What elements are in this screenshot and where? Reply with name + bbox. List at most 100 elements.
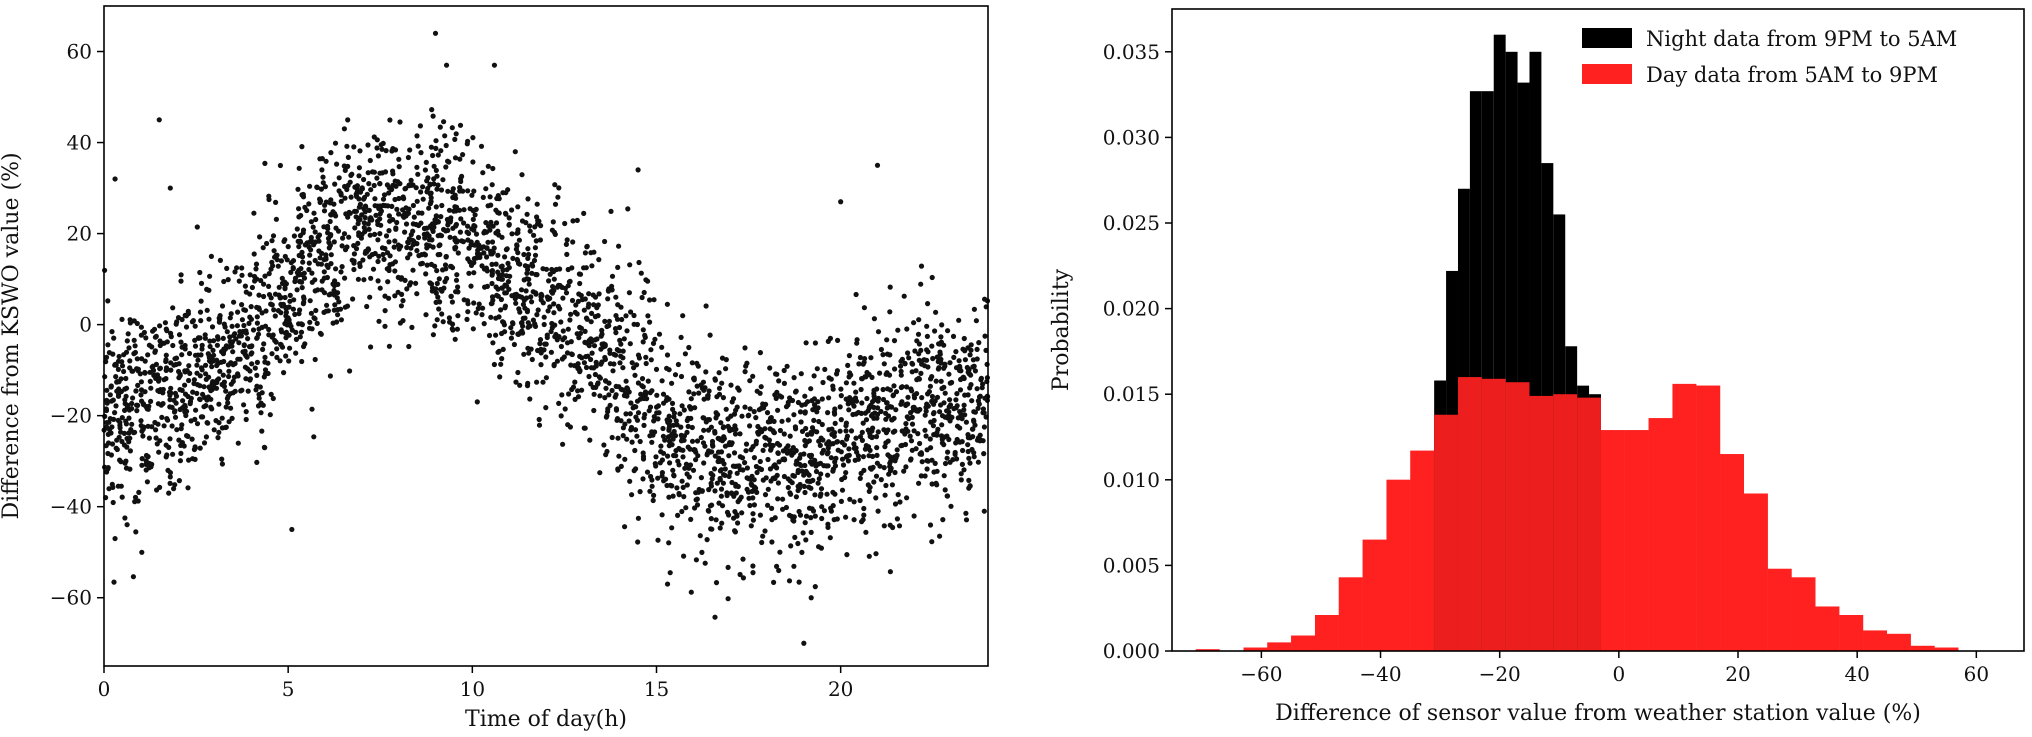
scatter-point: [694, 496, 700, 502]
scatter-point: [929, 481, 935, 487]
scatter-point: [551, 276, 557, 282]
scatter-point: [409, 182, 415, 188]
scatter-point: [286, 358, 292, 364]
scatter-point: [980, 438, 986, 444]
scatter-point: [298, 212, 304, 219]
scatter-point: [371, 182, 377, 189]
scatter-point: [748, 523, 754, 529]
scatter-point: [327, 218, 333, 225]
scatter-point: [126, 439, 132, 445]
scatter-point: [301, 343, 307, 350]
scatter-point: [221, 379, 227, 385]
scatter-point: [252, 365, 258, 371]
scatter-point: [905, 401, 911, 407]
scatter-point: [173, 393, 180, 399]
scatter-point: [645, 378, 651, 384]
scatter-point: [211, 427, 217, 433]
scatter-point: [277, 358, 283, 364]
scatter-point: [918, 281, 924, 287]
scatter-point: [339, 264, 345, 270]
scatter-point: [875, 508, 881, 514]
scatter-point: [220, 372, 226, 378]
scatter-point: [954, 456, 960, 462]
scatter-point: [239, 272, 245, 278]
scatter-point: [134, 408, 140, 414]
scatter-point: [588, 365, 595, 371]
scatter-point: [649, 439, 655, 445]
scatter-point: [635, 352, 642, 358]
scatter-point: [727, 428, 733, 434]
scatter-point: [192, 323, 198, 329]
histogram-x-ticks: −60 −40 −20 0 20 40 60: [1240, 651, 1989, 686]
scatter-point: [260, 346, 266, 352]
scatter-point: [237, 329, 243, 335]
scatter-point: [354, 186, 360, 192]
scatter-point: [496, 348, 502, 354]
scatter-point: [430, 113, 436, 119]
scatter-point: [178, 272, 184, 278]
scatter-point: [629, 492, 635, 498]
scatter-point: [975, 405, 981, 411]
scatter-point: [256, 326, 262, 332]
scatter-point: [393, 225, 399, 231]
scatter-point: [821, 463, 827, 469]
scatter-point: [347, 368, 353, 374]
histogram-day-bar-overlay: [1863, 630, 1887, 651]
scatter-point: [957, 425, 963, 431]
scatter-point: [808, 529, 814, 536]
scatter-point: [757, 390, 763, 396]
scatter-point: [228, 311, 234, 317]
scatter-point: [489, 261, 495, 267]
scatter-point: [460, 152, 466, 158]
scatter-point: [450, 186, 456, 192]
scatter-point: [253, 261, 260, 267]
scatter-point: [270, 332, 276, 338]
scatter-point: [338, 269, 344, 275]
scatter-point: [518, 287, 525, 293]
scatter-point: [274, 257, 280, 263]
scatter-point: [843, 420, 850, 426]
scatter-point: [352, 225, 358, 231]
scatter-point: [883, 416, 889, 422]
scatter-point: [355, 276, 361, 282]
scatter-point: [543, 354, 549, 360]
scatter-point: [156, 375, 162, 381]
scatter-point: [530, 289, 536, 295]
scatter-point: [490, 340, 496, 346]
scatter-point: [506, 221, 512, 227]
scatter-point: [509, 231, 515, 237]
scatter-point: [972, 409, 979, 415]
scatter-point: [124, 338, 130, 344]
scatter-point: [599, 327, 605, 333]
scatter-point: [266, 193, 272, 199]
scatter-point: [176, 437, 182, 443]
scatter-point: [754, 489, 760, 495]
scatter-point: [853, 435, 859, 441]
scatter-point: [765, 486, 771, 492]
scatter-point: [400, 298, 406, 304]
scatter-point: [615, 264, 621, 270]
scatter-point: [853, 445, 859, 451]
scatter-point: [769, 505, 775, 511]
scatter-point: [967, 352, 973, 358]
scatter-point: [793, 494, 800, 500]
scatter-point: [627, 262, 633, 268]
scatter-point: [261, 293, 267, 300]
scatter-point: [720, 395, 727, 401]
scatter-point: [861, 467, 867, 473]
scatter-point: [156, 449, 162, 455]
scatter-point: [896, 523, 903, 529]
histogram-night-bar: [1493, 34, 1506, 652]
scatter-point: [767, 365, 773, 371]
scatter-point: [129, 400, 135, 407]
scatter-point: [616, 324, 623, 331]
scatter-point: [332, 211, 338, 217]
scatter-point: [297, 233, 303, 239]
scatter-point: [939, 385, 945, 392]
scatter-point: [480, 170, 486, 176]
scatter-point: [301, 275, 308, 281]
histogram-night-bar: [1505, 51, 1518, 652]
scatter-point: [131, 351, 137, 357]
scatter-point: [558, 413, 564, 419]
scatter-point: [273, 199, 279, 205]
